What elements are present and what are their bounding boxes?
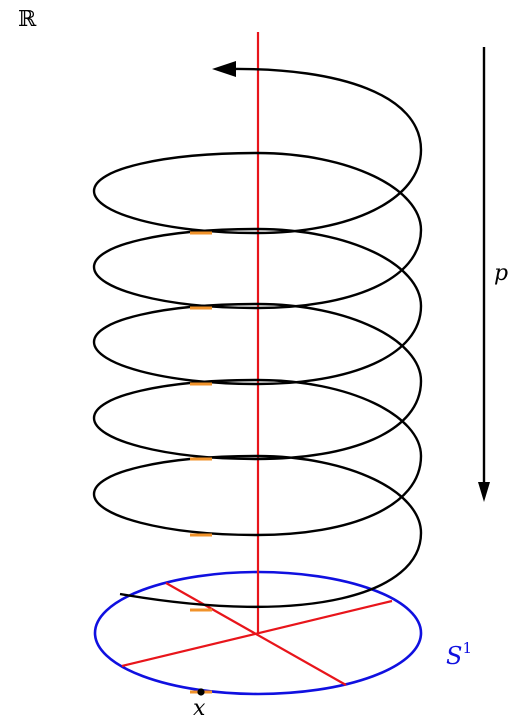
real-line-label: ℝ	[18, 7, 37, 32]
projection-arrowhead	[478, 482, 490, 502]
circle-label: S1	[446, 639, 472, 670]
projection-label: p	[494, 261, 508, 286]
projection-arrow	[478, 47, 490, 502]
axis-line-b	[165, 582, 347, 686]
base-point	[197, 688, 205, 696]
fiber-over-point	[190, 231, 212, 694]
point-label: x	[193, 696, 206, 719]
coordinate-axes	[121, 32, 393, 686]
helix-arrowhead	[212, 61, 236, 77]
helix	[92, 61, 423, 609]
